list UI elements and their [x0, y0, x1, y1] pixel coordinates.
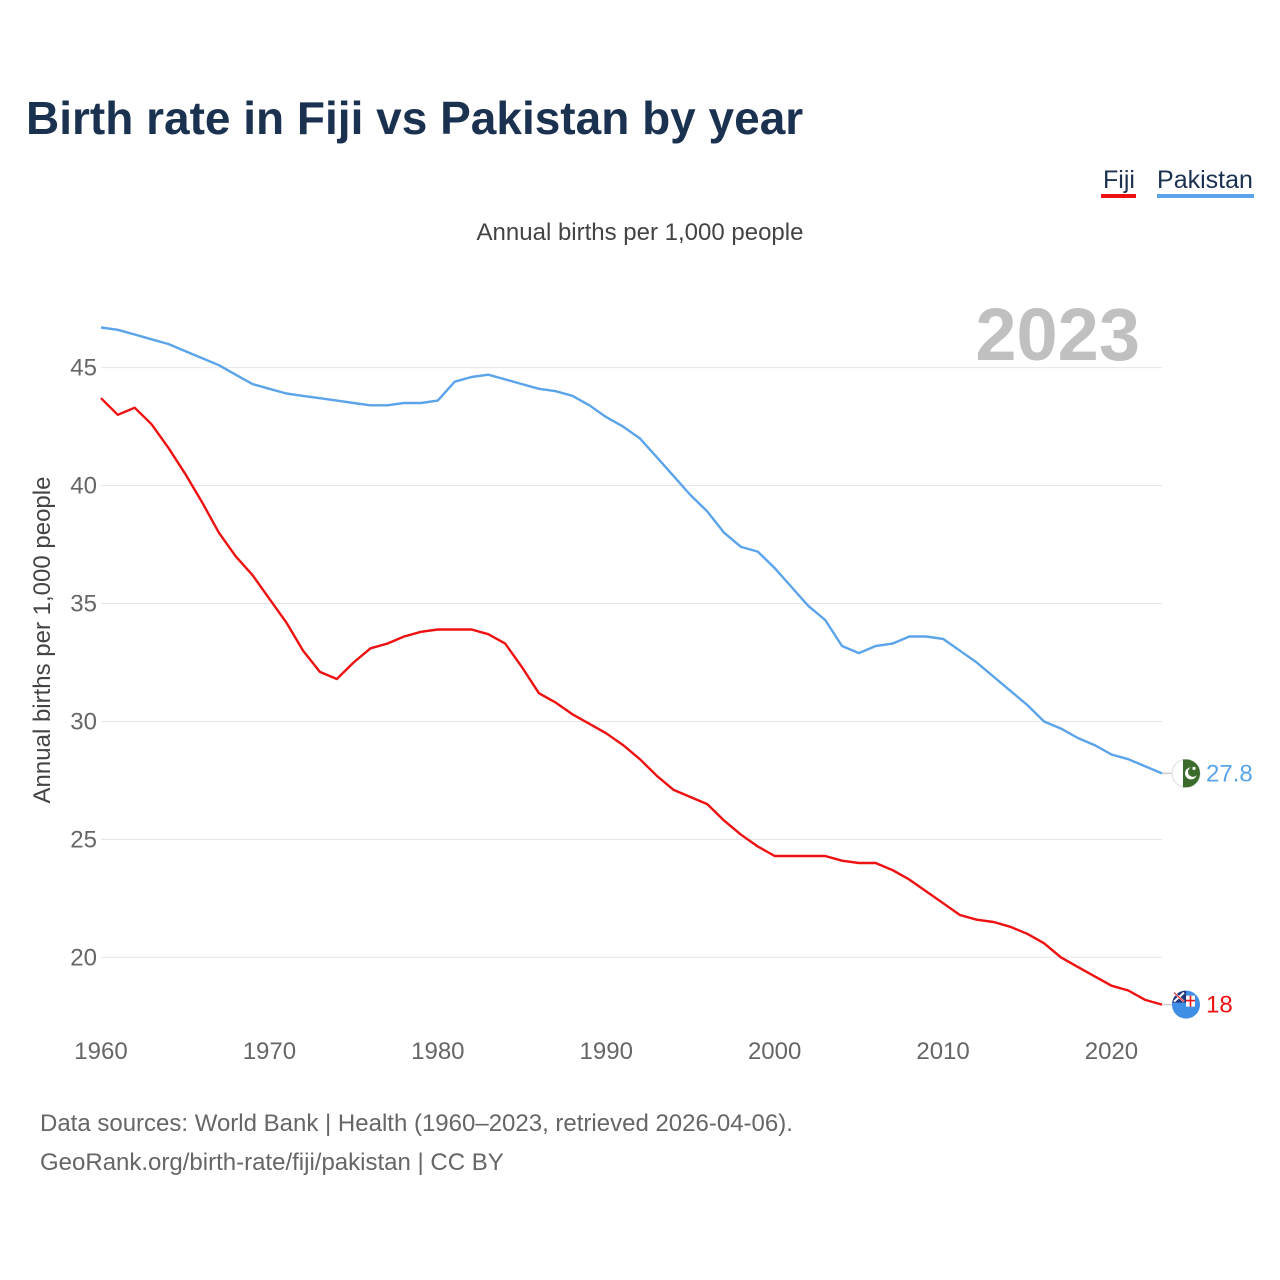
y-tick-label: 25 [70, 826, 97, 853]
source-line-1: Data sources: World Bank | Health (1960–… [40, 1110, 793, 1137]
x-tick-label: 2020 [1085, 1038, 1138, 1065]
x-tick-label: 1970 [243, 1038, 296, 1065]
legend-pakistan-swatch [1157, 194, 1254, 198]
pakistan-end-marker: 27.8 [1162, 758, 1253, 788]
fiji-end-label: 18 [1206, 992, 1233, 1019]
y-tick-label: 35 [70, 591, 97, 618]
legend: Fiji Pakistan [1101, 166, 1254, 198]
pakistan-flag-icon [1171, 758, 1201, 788]
x-tick-label: 1980 [411, 1038, 464, 1065]
source-line-2[interactable]: GeoRank.org/birth-rate/fiji/pakistan | C… [40, 1149, 504, 1176]
year-watermark: 2023 [975, 293, 1140, 376]
y-tick-label: 40 [70, 473, 97, 500]
pakistan-series-line[interactable] [100, 326, 1163, 775]
gridlines [101, 367, 1162, 958]
y-tick-label: 20 [70, 944, 97, 971]
x-tick-label: 1990 [580, 1038, 633, 1065]
x-tick-label: 1960 [74, 1038, 127, 1065]
fiji-series-line[interactable] [100, 397, 1163, 1006]
y-tick-label: 45 [70, 355, 97, 382]
y-axis-ticks: 20 25 30 35 40 45 [70, 355, 97, 972]
legend-fiji-label[interactable]: Fiji [1103, 166, 1135, 194]
chart-title: Birth rate in Fiji vs Pakistan by year [26, 92, 803, 144]
x-tick-label: 2010 [916, 1038, 969, 1065]
legend-pakistan-label[interactable]: Pakistan [1157, 166, 1253, 194]
y-axis-label: Annual births per 1,000 people [29, 477, 56, 804]
x-axis-ticks: 1960 1970 1980 1990 2000 2010 2020 [74, 1038, 1138, 1065]
fiji-end-marker: 18 [1162, 990, 1233, 1019]
pakistan-end-label: 27.8 [1206, 760, 1253, 787]
legend-fiji-swatch [1101, 194, 1136, 198]
y-tick-label: 30 [70, 708, 97, 735]
x-tick-label: 2000 [748, 1038, 801, 1065]
fiji-flag-icon [1172, 990, 1200, 1019]
chart-subtitle: Annual births per 1,000 people [477, 219, 804, 246]
